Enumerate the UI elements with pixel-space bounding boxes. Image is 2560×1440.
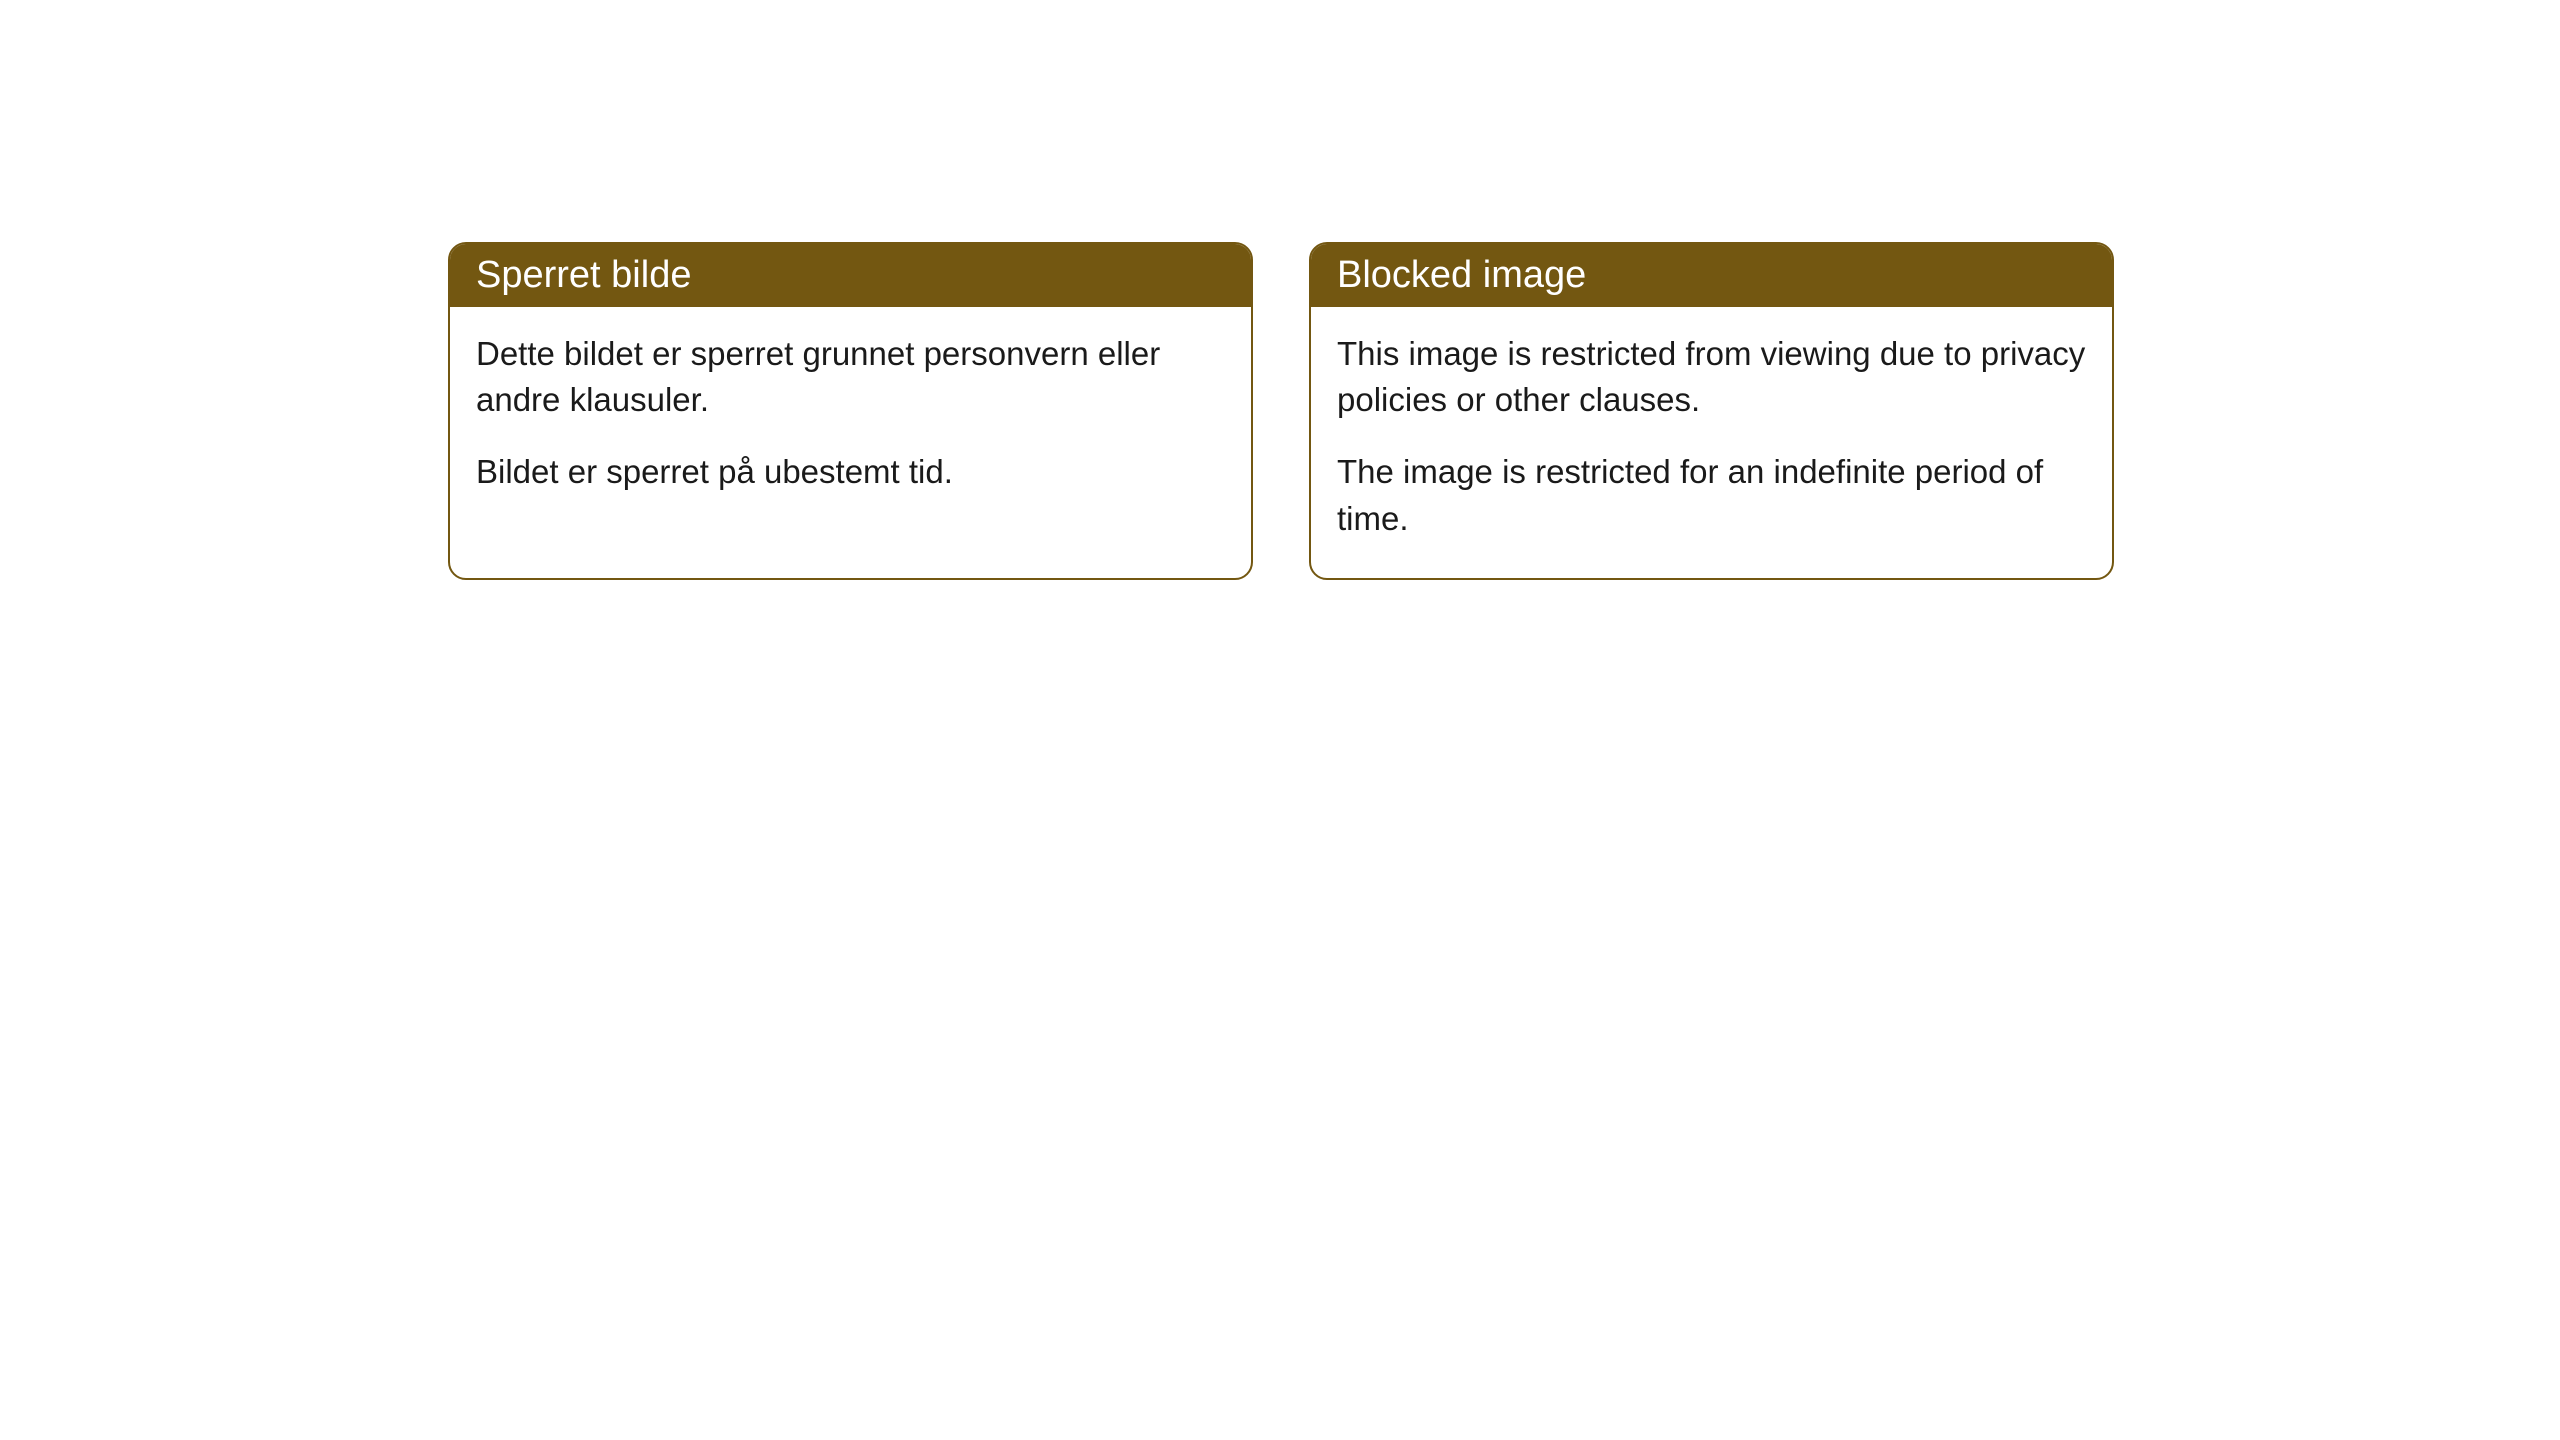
card-paragraph-en-1: This image is restricted from viewing du… [1337,331,2086,423]
card-paragraph-en-2: The image is restricted for an indefinit… [1337,449,2086,541]
card-paragraph-no-1: Dette bildet er sperret grunnet personve… [476,331,1225,423]
card-title-no: Sperret bilde [476,254,691,296]
card-header-en: Blocked image [1311,244,2112,307]
card-body-en: This image is restricted from viewing du… [1311,307,2112,578]
blocked-image-card-en: Blocked image This image is restricted f… [1309,242,2114,580]
card-header-no: Sperret bilde [450,244,1251,307]
card-title-en: Blocked image [1337,254,1586,296]
card-body-no: Dette bildet er sperret grunnet personve… [450,307,1251,532]
notice-cards-container: Sperret bilde Dette bildet er sperret gr… [448,242,2114,580]
blocked-image-card-no: Sperret bilde Dette bildet er sperret gr… [448,242,1253,580]
card-paragraph-no-2: Bildet er sperret på ubestemt tid. [476,449,1225,495]
